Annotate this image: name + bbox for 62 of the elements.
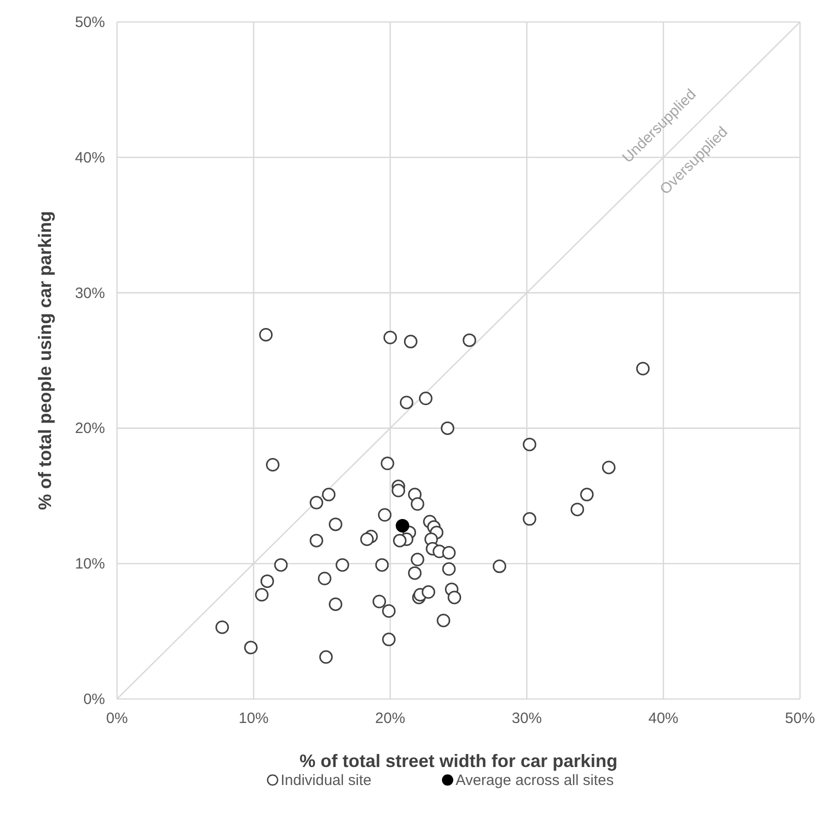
y-tick-label: 50% — [74, 14, 105, 31]
x-tick-label: 40% — [648, 710, 678, 727]
point — [404, 334, 418, 348]
point — [322, 488, 336, 502]
x-tick-label: 50% — [784, 710, 816, 727]
point — [410, 552, 424, 566]
point — [396, 518, 410, 532]
point — [260, 574, 274, 588]
point — [408, 566, 422, 580]
legend-label: Average across all sites — [456, 772, 614, 789]
point — [319, 650, 333, 664]
y-tick-label: 40% — [74, 149, 105, 166]
point — [310, 534, 324, 548]
point — [636, 362, 650, 376]
point — [522, 438, 536, 452]
x-tick-label: 30% — [512, 710, 542, 727]
point — [580, 488, 594, 502]
point — [462, 333, 476, 347]
y-tick-label: 20% — [74, 420, 105, 438]
point — [328, 518, 342, 532]
point — [422, 585, 436, 599]
point — [382, 632, 396, 646]
point — [602, 460, 616, 474]
point — [382, 604, 396, 618]
x-axis-title: % of total street width for car parking — [299, 751, 618, 771]
x-tick-label: 0% — [106, 710, 128, 727]
point — [436, 614, 450, 628]
point — [442, 562, 456, 576]
point — [448, 590, 462, 604]
point — [336, 558, 350, 572]
point — [570, 502, 584, 516]
point — [215, 620, 229, 634]
x-tick-label: 10% — [238, 710, 269, 727]
point — [244, 640, 258, 654]
y-tick-label: 0% — [83, 691, 105, 708]
point — [418, 392, 432, 406]
point — [266, 458, 280, 472]
point — [360, 532, 374, 546]
point — [318, 572, 332, 586]
point — [259, 328, 273, 342]
point — [378, 508, 392, 522]
point — [442, 546, 456, 560]
point — [393, 534, 407, 548]
point — [383, 330, 397, 344]
point — [392, 484, 406, 498]
y-axis-title: % of total people using car parking — [35, 210, 55, 510]
point — [328, 597, 342, 611]
point — [410, 497, 424, 511]
x-tick-label: 20% — [375, 710, 406, 727]
point — [274, 558, 288, 572]
point — [400, 396, 414, 410]
y-tick-label: 10% — [74, 556, 105, 573]
point — [440, 421, 454, 435]
point — [375, 558, 389, 572]
point — [522, 512, 536, 526]
point — [380, 456, 394, 470]
point — [310, 496, 324, 510]
legend-label: Individual site — [280, 772, 372, 789]
y-tick-label: 30% — [74, 284, 105, 302]
point — [372, 594, 386, 608]
point — [255, 588, 269, 602]
point — [492, 560, 506, 574]
